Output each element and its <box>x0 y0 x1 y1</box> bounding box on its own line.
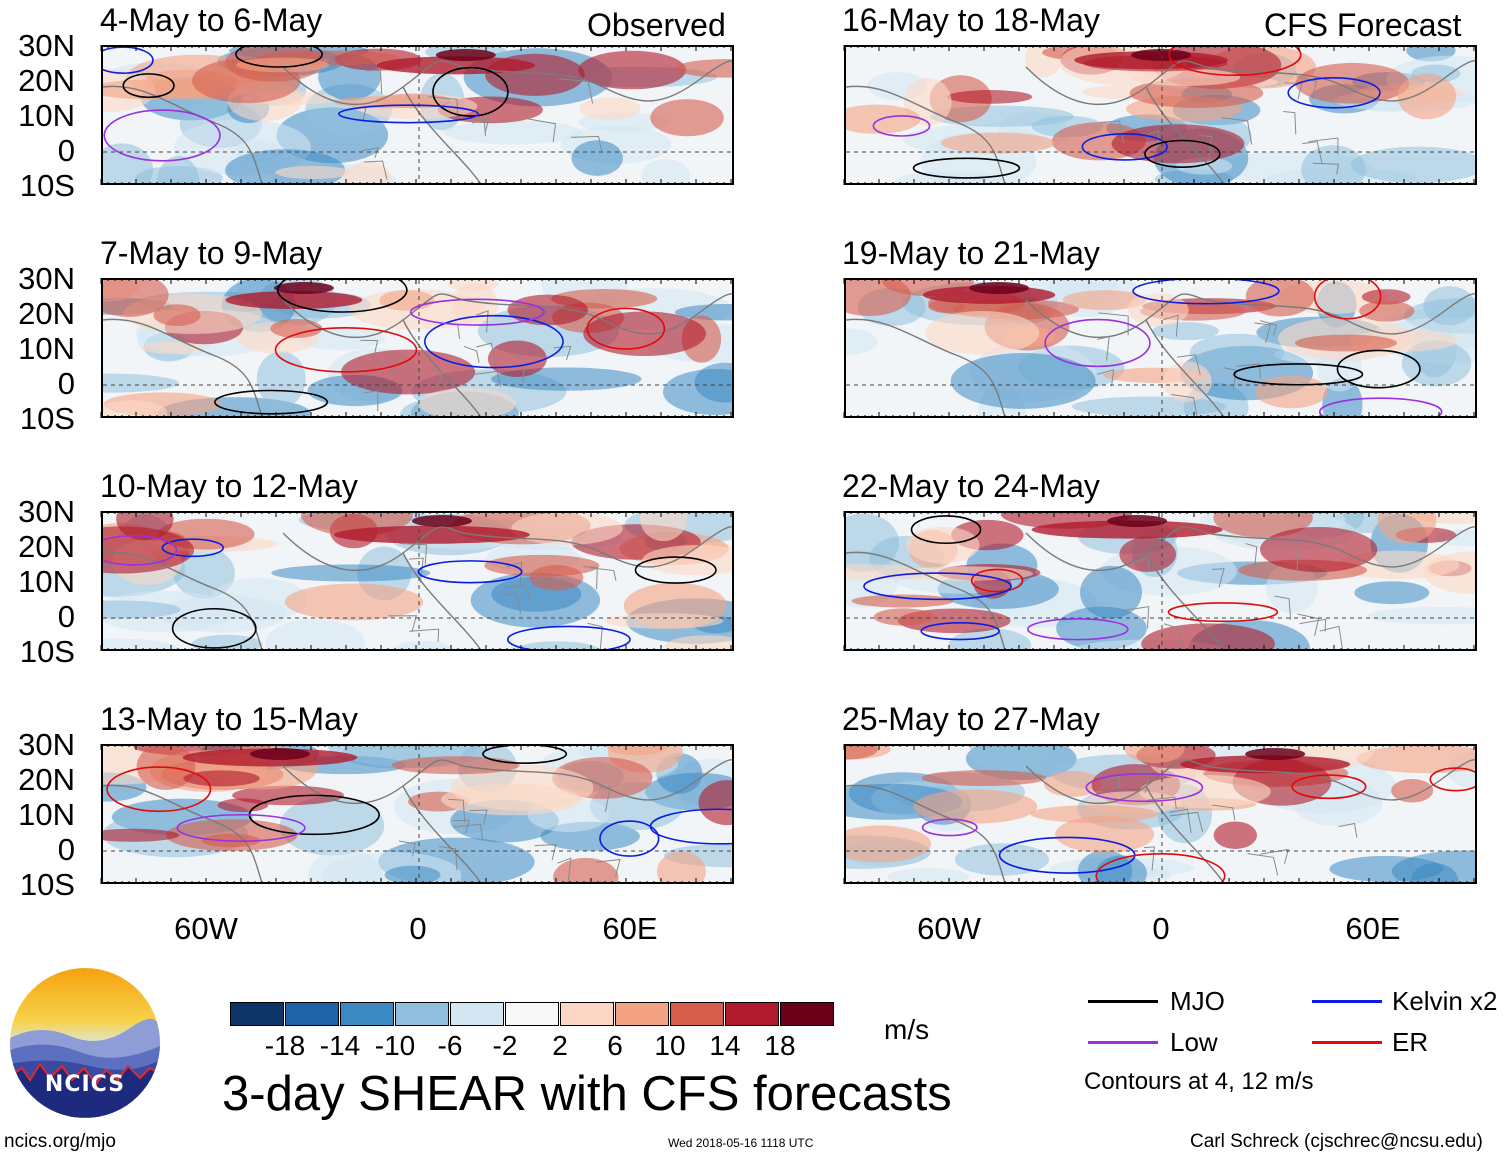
chart-title: 3-day SHEAR with CFS forecasts <box>222 1067 952 1121</box>
colorbar-swatch <box>230 1002 284 1026</box>
legend-contour-note: Contours at 4, 12 m/s <box>1084 1068 1314 1095</box>
colorbar-label: 2 <box>552 1030 568 1061</box>
map-panel-obs-4 <box>101 744 734 884</box>
lat-label: 20N <box>18 762 75 797</box>
panel-title-fc-3: 22-May to 24-May <box>842 468 1100 504</box>
lat-label: 0 <box>57 133 75 168</box>
legend-label-er: ER <box>1392 1027 1429 1057</box>
colorbar-swatch <box>450 1002 504 1026</box>
colorbar-units: m/s <box>884 1014 930 1045</box>
colorbar-label: -6 <box>437 1030 463 1061</box>
lat-label: 0 <box>57 599 75 634</box>
legend-line-kelvin <box>1312 1000 1382 1003</box>
map-panel-obs-2 <box>101 278 734 418</box>
panel-title-fc-4: 25-May to 27-May <box>842 701 1100 737</box>
colorbar-label: -10 <box>374 1030 416 1061</box>
colorbar-swatch <box>725 1002 779 1026</box>
map-panel-obs-3 <box>101 511 734 651</box>
panel-title-obs-4: 13-May to 15-May <box>100 701 358 737</box>
colorbar-label: -18 <box>264 1030 306 1061</box>
colorbar-swatch <box>560 1002 614 1026</box>
colorbar-label: -2 <box>492 1030 518 1061</box>
colorbar-swatch <box>285 1002 339 1026</box>
colorbar-label: -14 <box>319 1030 361 1061</box>
lat-label: 10N <box>18 564 75 599</box>
colorbar-label: 10 <box>654 1030 686 1061</box>
footer-credit: Carl Schreck (cjschrec@ncsu.edu) <box>1190 1131 1483 1152</box>
lat-label: 10S <box>19 867 75 902</box>
lat-label: 20N <box>18 296 75 331</box>
observed-label: Observed <box>587 7 726 43</box>
ncics-logo: NCICS <box>10 968 160 1118</box>
lon-label-60e-right: 60E <box>1345 911 1401 946</box>
footer-timestamp: Wed 2018-05-16 1118 UTC <box>668 1136 814 1150</box>
colorbar-swatch <box>670 1002 724 1026</box>
colorbar-swatch <box>340 1002 394 1026</box>
map-panel-obs-1 <box>101 45 734 185</box>
lat-label: 30N <box>18 28 75 63</box>
map-panel-fc-3 <box>844 511 1477 651</box>
lat-label: 0 <box>57 832 75 867</box>
map-panel-fc-1 <box>844 45 1477 185</box>
lat-label: 20N <box>18 63 75 98</box>
colorbar-label: 18 <box>764 1030 796 1061</box>
legend-label-mjo: MJO <box>1170 986 1225 1016</box>
map-panel-fc-4 <box>844 744 1477 884</box>
logo-text: NCICS <box>44 1072 126 1097</box>
lat-label: 0 <box>57 366 75 401</box>
lat-label: 10N <box>18 797 75 832</box>
map-panel-fc-2 <box>844 278 1477 418</box>
panel-title-fc-2: 19-May to 21-May <box>842 235 1100 271</box>
legend-line-er <box>1312 1041 1382 1044</box>
lat-label: 10S <box>19 168 75 203</box>
lon-label-0-left: 0 <box>409 911 427 946</box>
lon-label-0-right: 0 <box>1152 911 1170 946</box>
cfs-forecast-label: CFS Forecast <box>1264 7 1462 43</box>
colorbar-swatch <box>505 1002 559 1026</box>
panel-title-fc-1: 16-May to 18-May <box>842 2 1100 38</box>
lon-label-60e-left: 60E <box>602 911 658 946</box>
panel-title-obs-2: 7-May to 9-May <box>100 235 323 271</box>
panel-title-obs-3: 10-May to 12-May <box>100 468 358 504</box>
lat-label: 30N <box>18 727 75 762</box>
footer-url[interactable]: ncics.org/mjo <box>4 1131 116 1152</box>
lat-label: 30N <box>18 494 75 529</box>
legend-label-kelvin: Kelvin x2 <box>1392 986 1498 1016</box>
lat-label: 20N <box>18 529 75 564</box>
lon-label-60w-right: 60W <box>917 911 981 946</box>
colorbar-swatch <box>780 1002 834 1026</box>
lat-label: 10N <box>18 331 75 366</box>
panel-title-obs-1: 4-May to 6-May <box>100 2 323 38</box>
colorbar-swatch <box>395 1002 449 1026</box>
lon-label-60w-left: 60W <box>174 911 238 946</box>
lat-label: 10N <box>18 98 75 133</box>
lat-label: 10S <box>19 634 75 669</box>
lat-label: 30N <box>18 261 75 296</box>
colorbar-swatch <box>615 1002 669 1026</box>
legend-line-low <box>1088 1041 1158 1044</box>
colorbar-label: 6 <box>607 1030 623 1061</box>
legend-label-low: Low <box>1170 1027 1218 1057</box>
legend-line-mjo <box>1088 1000 1158 1003</box>
colorbar-label: 14 <box>709 1030 741 1061</box>
lat-label: 10S <box>19 401 75 436</box>
